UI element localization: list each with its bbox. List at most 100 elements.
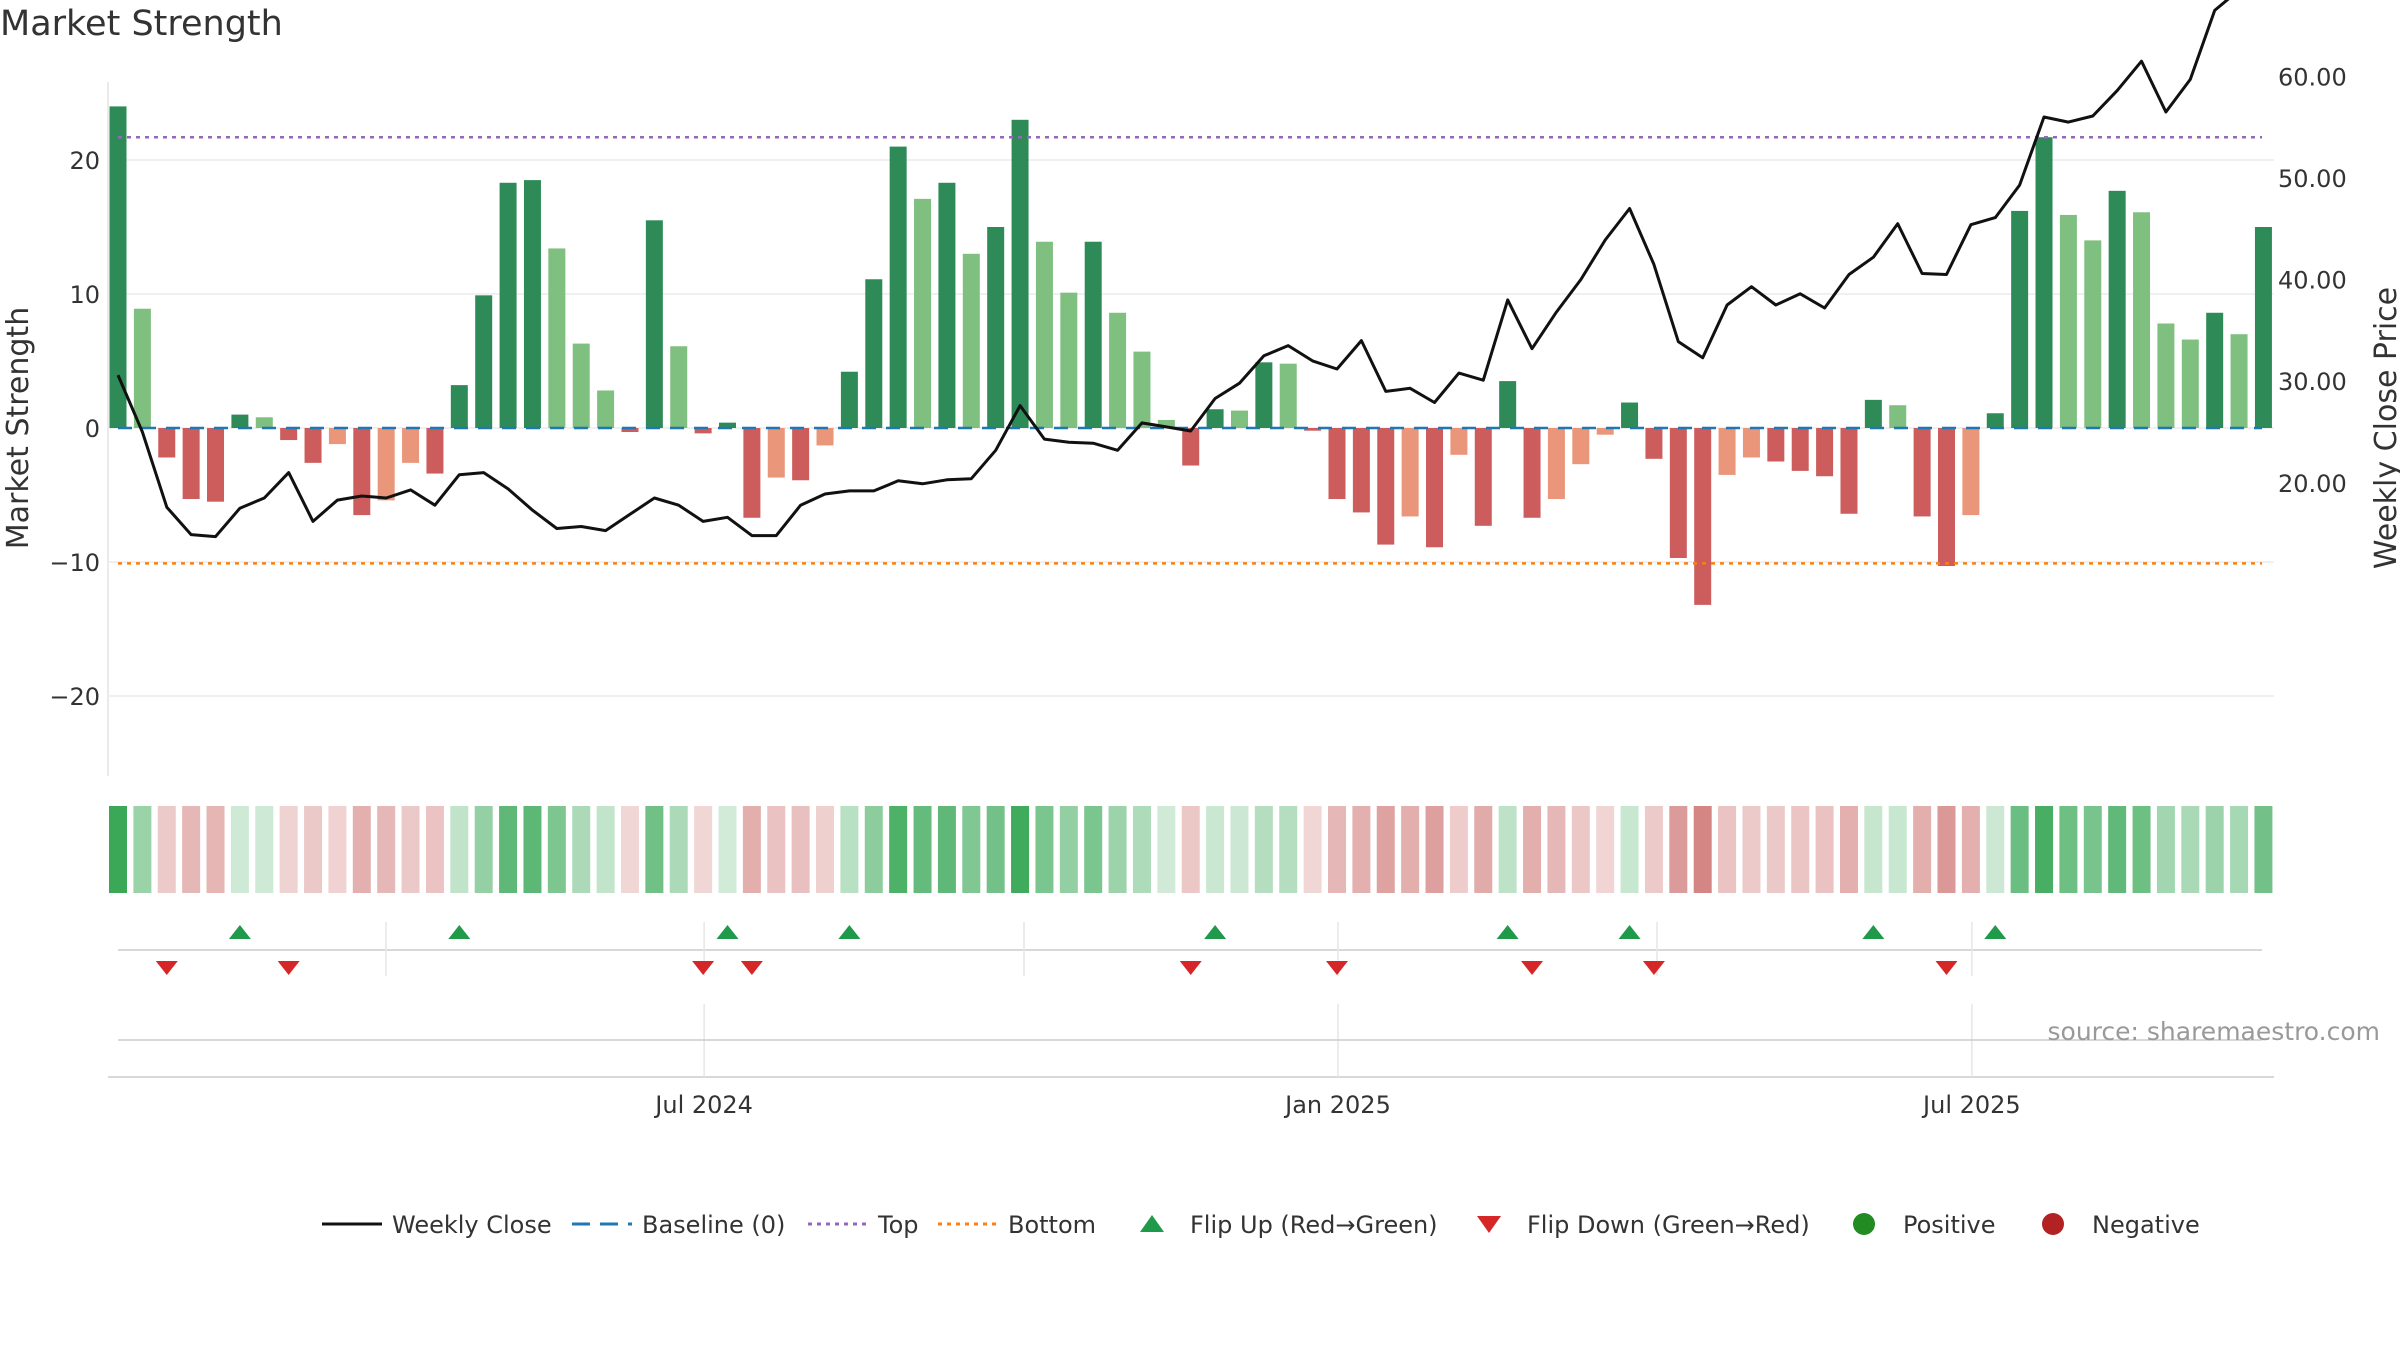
strength-bar [207,428,225,502]
legend-label: Weekly Close [392,1211,552,1239]
legend-label: Flip Down (Green→Red) [1527,1211,1810,1239]
flip-up-marker [1618,925,1641,939]
heat-cell [352,806,371,893]
strength-bar [1840,428,1858,514]
heat-cell [645,806,664,893]
heat-cell [1108,806,1127,893]
y-tick-label-left: −10 [49,549,100,577]
y-tick-label-right: 40.00 [2278,267,2347,295]
legend-swatch-flip-down-green-red [1477,1216,1501,1233]
heat-cell [2132,806,2151,893]
heat-cell [986,806,1005,893]
strength-bar [402,428,420,463]
heat-cell [279,806,298,893]
heat-cell [401,806,420,893]
strength-bar [719,422,736,428]
strength-bar [1279,363,1297,428]
heat-cell [1766,806,1785,893]
strength-bar [2108,190,2126,428]
strength-bar [1060,292,1078,428]
chart-title: Market Strength [0,4,283,44]
heat-cell [1303,806,1322,893]
strength-bar [1035,241,1053,428]
heat-cell [157,806,176,893]
strength-bar [670,346,688,428]
heat-cell [2181,806,2200,893]
heat-cell [1011,806,1030,893]
strength-bar [1255,362,1273,428]
y-tick-label-right: 20.00 [2278,470,2347,498]
flip-down-marker [155,961,178,975]
y-axis-label-right: Weekly Close Price [2369,287,2400,569]
strength-bar [2084,240,2102,428]
heat-cell [840,806,859,893]
flip-up-marker [228,925,251,939]
legend-label: Bottom [1008,1211,1096,1239]
y-tick-label-left: 10 [69,281,100,309]
y-tick-label-right: 60.00 [2278,63,2347,91]
heat-cell [1742,806,1761,893]
legend-label: Top [877,1211,919,1239]
strength-bar [1572,428,1590,465]
strength-bar [1450,428,1468,455]
heat-cell [742,806,761,893]
heat-cell [182,806,201,893]
heat-cell [1132,806,1151,893]
strength-bar [1109,312,1127,428]
heat-cell [2254,806,2273,893]
heat-cell [962,806,981,893]
strength-bar [353,428,371,516]
strength-bar [767,428,785,478]
heat-cell [2035,806,2054,893]
strength-bar [548,248,566,428]
strength-bar [2059,214,2077,428]
heat-cell [377,806,396,893]
strength-bar [1523,428,1541,518]
heat-cell [1888,806,1907,893]
strength-bar [2206,312,2224,428]
strength-bar [1669,428,1687,558]
heat-cell [1059,806,1078,893]
strength-bar [987,227,1005,428]
strength-bar [255,417,273,428]
strength-bar [645,220,663,428]
heat-cell [450,806,469,893]
heat-cell [718,806,737,893]
heat-cell [1401,806,1420,893]
strength-bar [792,428,810,481]
strength-bar [1206,409,1224,428]
strength-bar [1547,428,1565,500]
heat-cell [1547,806,1566,893]
flip-up-marker [1862,925,1885,939]
flip-up-marker [1984,925,2007,939]
strength-bar [1133,351,1151,428]
strength-bar [840,371,858,428]
heat-cell [1449,806,1468,893]
heat-cell [1328,806,1346,893]
flip-up-marker [1204,925,1227,939]
heat-cell [547,806,566,893]
heat-cell [694,806,713,893]
flip-down-marker [277,961,300,975]
strength-bar [1426,428,1444,548]
strength-bar [2254,227,2272,428]
strength-bar [182,428,200,500]
strength-bar [1182,428,1200,466]
strength-bar [2181,339,2199,428]
heat-cell [1181,806,1200,893]
heat-cell [1839,806,1858,893]
strength-bar [1913,428,1931,517]
heat-cell [1035,806,1054,893]
flip-down-marker [740,961,763,975]
strength-bar [109,106,127,429]
flip-up-marker [1496,925,1519,939]
heat-cell [1425,806,1444,893]
heat-cell [1913,806,1932,893]
heat-cell [2059,806,2078,893]
strength-bar [280,428,298,441]
strength-bar [1474,428,1492,526]
strength-bar [1694,428,1712,605]
heat-cell [1254,806,1273,893]
heat-cell [523,806,542,893]
